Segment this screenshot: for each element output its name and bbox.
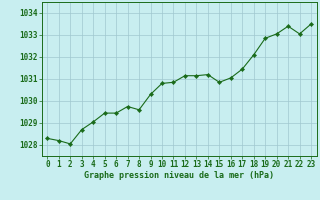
X-axis label: Graphe pression niveau de la mer (hPa): Graphe pression niveau de la mer (hPa) (84, 171, 274, 180)
